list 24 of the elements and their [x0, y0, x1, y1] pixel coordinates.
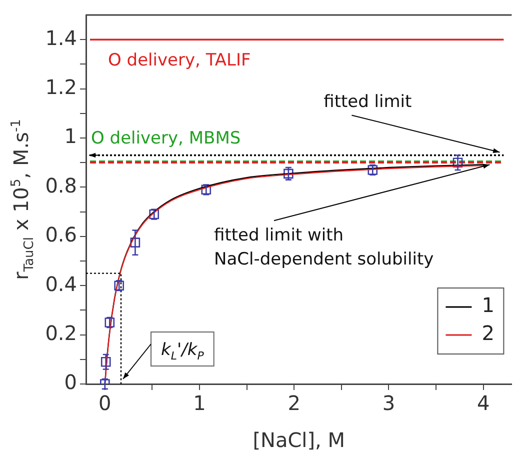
- x-tick-label: 2: [288, 391, 300, 416]
- x-tick-label: 4: [476, 391, 490, 416]
- y-tick-label: 1.4: [45, 26, 77, 50]
- point: [130, 238, 140, 248]
- legend-label: 1: [482, 293, 494, 318]
- y-tick-label: 1.2: [45, 75, 77, 100]
- y-axis-title: rTauCl x 105, M.s-1: [9, 119, 37, 280]
- x-tick-label: 3: [382, 391, 396, 416]
- legend-label: 2: [482, 321, 494, 346]
- ref-line-label: O delivery, TALIF: [108, 50, 251, 71]
- x-tick-label: 1: [193, 391, 206, 416]
- point: [100, 356, 111, 367]
- y-tick-label: 0.6: [45, 222, 77, 247]
- y-tick-label: 0.2: [45, 321, 77, 346]
- y-tick-label: 0.8: [45, 173, 77, 198]
- y-tick-label: 0.4: [45, 272, 77, 296]
- x-tick-label: 0: [98, 391, 112, 416]
- ref-line-label: fitted limit with NaCl-dependent solubility: [214, 226, 434, 270]
- y-tick-label: 1: [64, 124, 77, 148]
- ref-line-label: O delivery, MBMS: [91, 128, 241, 148]
- point: [452, 158, 463, 168]
- y-tick-label: 0: [64, 370, 77, 394]
- x-axis-title: [NaCl], M: [252, 428, 346, 452]
- ref-line-label: fitted limit: [324, 92, 412, 112]
